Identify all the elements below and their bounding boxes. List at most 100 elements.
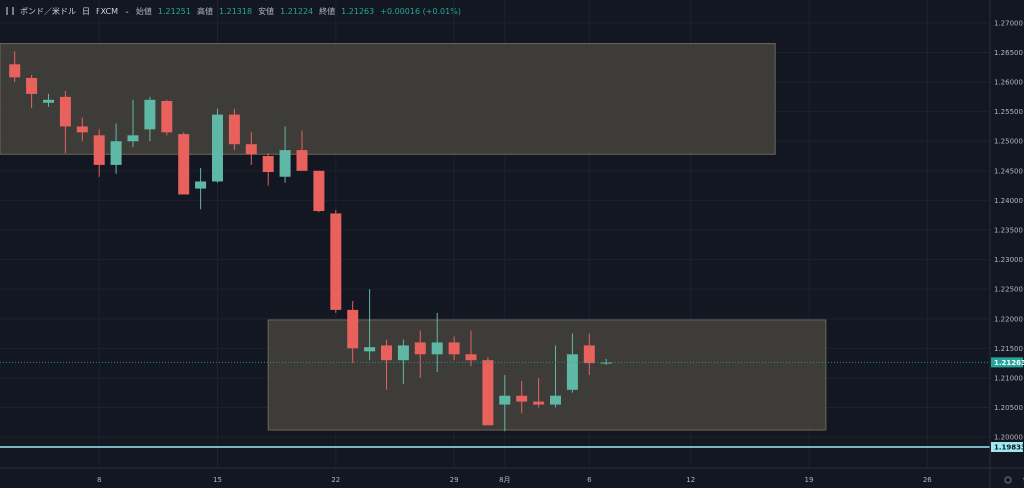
support-level-tag [991, 442, 1023, 453]
y-tick-label: 1.22000 [994, 315, 1023, 323]
ohlc-close-value: 1.21263 [341, 6, 375, 16]
y-tick-label: 1.23500 [994, 227, 1023, 235]
candle [262, 153, 274, 186]
candle [178, 132, 190, 195]
candle [228, 108, 240, 151]
candle-body [533, 401, 545, 405]
candle-body [499, 395, 511, 405]
candle-body [431, 342, 443, 355]
gear-icon[interactable] [1004, 476, 1012, 484]
candle-body [347, 309, 359, 349]
y-tick-label: 1.24000 [994, 197, 1023, 205]
candle [381, 339, 392, 390]
candle [59, 90, 71, 154]
y-tick-label: 1.27000 [994, 19, 1023, 27]
candle [414, 330, 426, 378]
y-tick-label: 1.25000 [994, 138, 1023, 146]
support-level-label: 1.19833 [994, 444, 1024, 452]
price-axis-bg [990, 0, 1024, 488]
candle [43, 93, 54, 107]
x-tick-label: 9月 [1023, 476, 1024, 484]
ohlc-low-label: 安値 [258, 6, 275, 16]
y-tick-label: 1.20500 [994, 404, 1023, 412]
zone-2 [267, 319, 827, 431]
candle-body [110, 141, 122, 165]
candle [76, 117, 88, 142]
candle-body [482, 360, 494, 426]
candle-body [364, 347, 376, 352]
candle-body [93, 135, 105, 165]
candle-body [245, 144, 257, 155]
x-tick-label: 22 [331, 476, 340, 484]
current-price-label: 1.21263 [994, 359, 1024, 367]
candle-body [313, 170, 325, 212]
candle-body [330, 213, 342, 310]
price-axis[interactable]: 1.27000 1.26500 1.26000 1.25500 1.25000 1.245… [989, 0, 1024, 488]
candle [583, 333, 595, 375]
y-tick-label: 1.21000 [994, 374, 1023, 382]
candle-body [195, 181, 207, 189]
candle [499, 374, 511, 432]
symbol-name[interactable]: ポンド／米ドル [20, 6, 76, 16]
candle-body [397, 345, 409, 361]
candle [296, 130, 308, 171]
x-tick-label: 6 [587, 476, 592, 484]
candle [448, 336, 460, 361]
candles [9, 51, 612, 432]
candle [93, 129, 105, 177]
candle [212, 108, 223, 183]
candle [533, 377, 545, 408]
candle-body [600, 362, 612, 364]
candle-body [161, 100, 173, 133]
timeframe[interactable]: 日 [82, 6, 90, 16]
time-axis[interactable]: 81522298月61219269月916 [0, 467, 1024, 484]
x-tick-label: 8 [97, 476, 101, 484]
levels [0, 361, 990, 448]
x-tick-label: 19 [805, 476, 814, 484]
candle [550, 345, 561, 408]
candle-body [381, 345, 392, 361]
candle-body [296, 150, 308, 171]
y-tick-label: 1.26000 [994, 79, 1023, 87]
candle-body [448, 342, 460, 355]
candle [364, 289, 376, 361]
candle-body [59, 96, 71, 127]
candle-body [465, 354, 477, 361]
candle [161, 99, 173, 136]
x-tick-label: 26 [923, 476, 932, 484]
candle-body [76, 126, 88, 133]
y-tick-label: 1.20000 [994, 434, 1023, 442]
candle-body [414, 342, 426, 355]
current-price-tag [991, 357, 1023, 368]
candle [195, 167, 207, 210]
ohlc-close-label: 終値 [319, 6, 336, 16]
y-tick-label: 1.22500 [994, 286, 1023, 294]
candle [144, 96, 156, 142]
candle-body [566, 354, 578, 390]
candle [482, 357, 494, 426]
data-source[interactable]: FXCM [96, 6, 118, 16]
candle-body [279, 150, 291, 177]
ohlc-low-value: 1.21224 [280, 6, 314, 16]
y-tick-label: 1.24500 [994, 167, 1023, 175]
y-tick-label: 1.26500 [994, 49, 1023, 57]
candle [279, 126, 291, 183]
chevron-down-icon[interactable]: ⌄ [124, 7, 130, 15]
x-tick-label: 29 [450, 476, 459, 484]
candle [431, 312, 443, 373]
price-change: +0.00016 (+0.01%) [380, 6, 461, 16]
symbol-icon [6, 7, 14, 15]
y-tick-label: 1.21500 [994, 345, 1023, 353]
candle [127, 99, 139, 148]
candle [465, 330, 477, 367]
candle-body [550, 395, 561, 405]
candle-body [9, 64, 21, 78]
candle-body [583, 345, 595, 364]
candle [347, 301, 359, 364]
candle [313, 170, 325, 213]
ohlc-high-value: 1.21318 [218, 6, 253, 16]
candle-body [127, 135, 139, 142]
candle-body [516, 395, 528, 402]
candle [9, 51, 21, 83]
